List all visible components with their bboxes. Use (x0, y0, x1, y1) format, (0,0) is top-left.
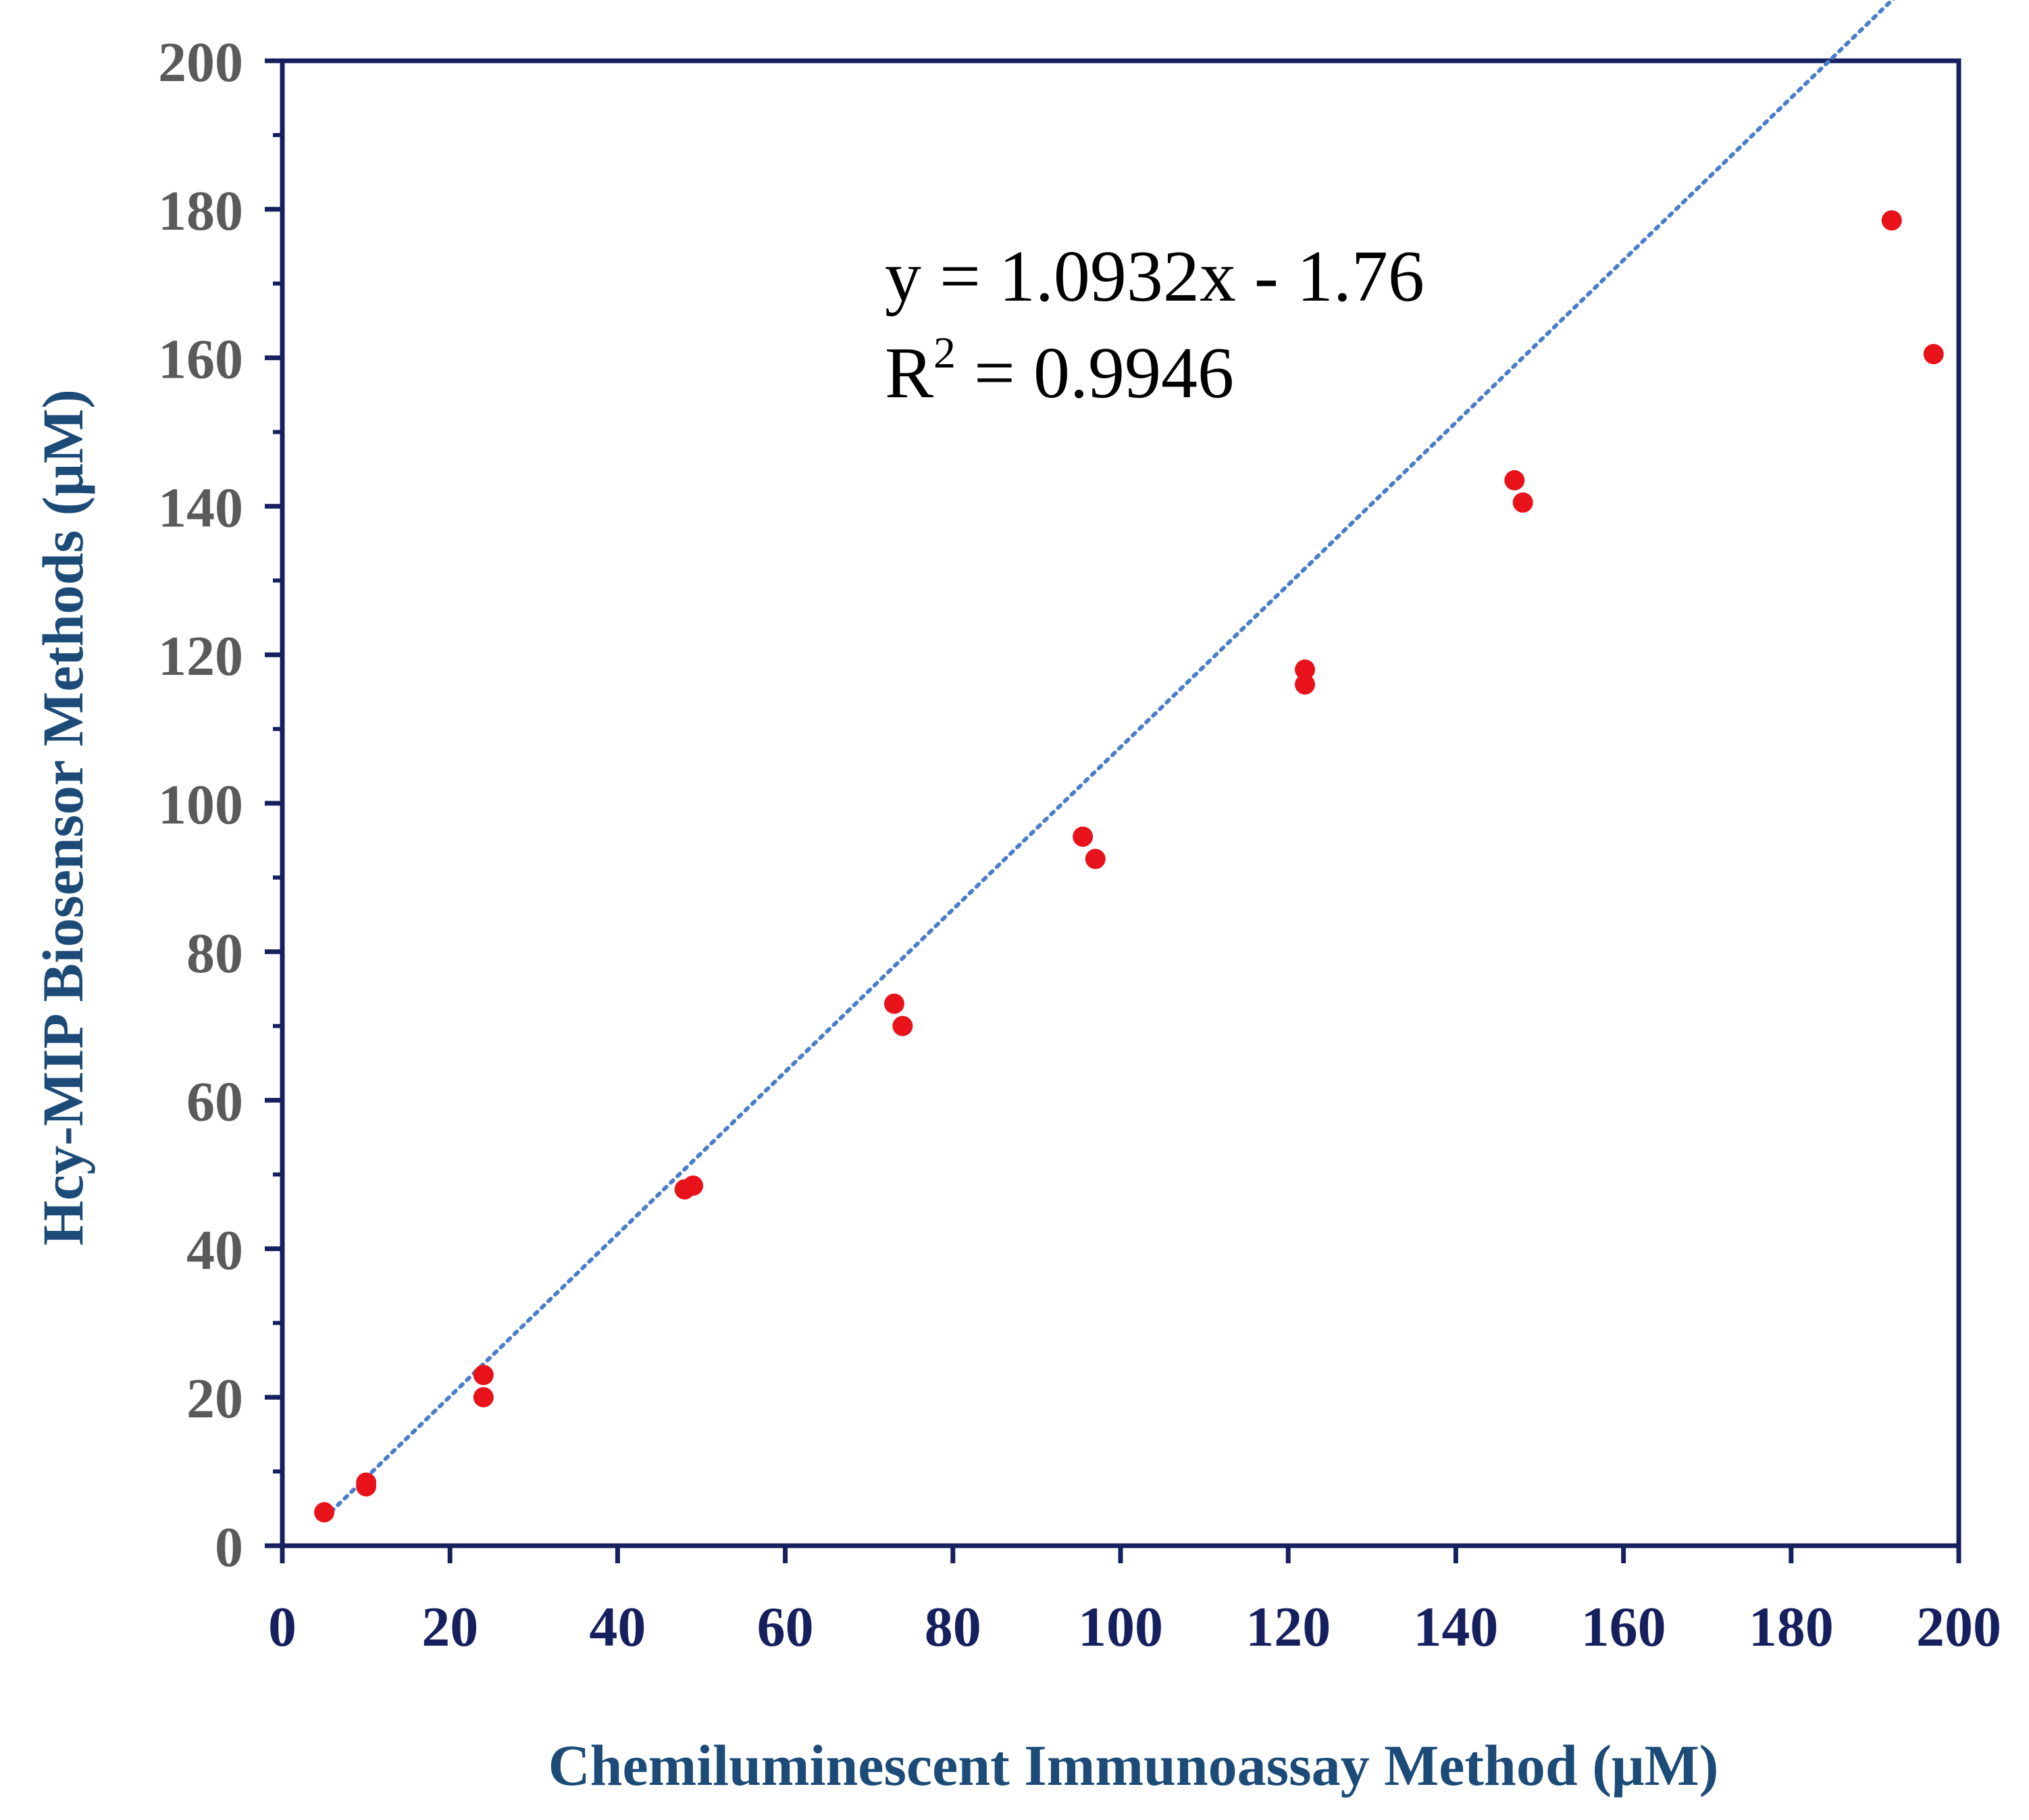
x-tick-labels: 0 20 40 60 80 100 120 140 160 180 200 (268, 1596, 2001, 1659)
r-squared-label: R2 = 0.9946 (885, 328, 1234, 413)
y-axis-title: Hcy-MIP Biosensor Methods (μM) (30, 389, 95, 1246)
r-squared-superscript: 2 (933, 328, 956, 378)
data-point (1295, 659, 1316, 680)
data-point (356, 1472, 377, 1493)
x-tick-label: 180 (1749, 1596, 1834, 1659)
data-point (1923, 344, 1944, 365)
y-tick-labels: 0 20 40 60 80 100 120 140 160 180 200 (158, 31, 243, 1579)
data-point (892, 1015, 913, 1036)
data-point (1881, 210, 1902, 231)
data-point (314, 1502, 335, 1523)
data-point (473, 1365, 494, 1386)
x-tick-label: 140 (1413, 1596, 1498, 1659)
y-tick-label: 20 (186, 1367, 243, 1430)
regression-equation: y = 1.0932x - 1.76 (885, 236, 1424, 317)
x-tick-label: 80 (925, 1596, 981, 1659)
x-tick-label: 60 (757, 1596, 814, 1659)
tick-marks (265, 58, 1961, 1563)
data-point (473, 1387, 494, 1408)
data-point (1295, 674, 1316, 695)
x-tick-label: 200 (1916, 1596, 2001, 1659)
y-tick-label: 80 (186, 922, 243, 985)
x-tick-label: 120 (1245, 1596, 1331, 1659)
y-tick-label: 0 (215, 1516, 243, 1579)
x-tick-label: 0 (268, 1596, 297, 1659)
x-axis-title: Chemiluminescent Immunoassay Method (μM) (548, 1733, 1719, 1798)
trendline-group (322, 0, 1895, 1521)
x-tick-label: 40 (589, 1596, 646, 1659)
linear-trendline (322, 0, 1895, 1521)
data-point (683, 1175, 704, 1196)
data-points (314, 210, 1944, 1523)
data-point (1073, 826, 1094, 847)
data-point (1085, 849, 1106, 869)
y-tick-label: 40 (186, 1219, 243, 1282)
x-tick-label: 20 (421, 1596, 478, 1659)
data-point (1504, 470, 1525, 490)
r-squared-r: R (885, 333, 933, 413)
y-tick-label: 180 (158, 180, 243, 243)
y-tick-label: 120 (158, 625, 243, 688)
y-tick-label: 140 (158, 476, 243, 539)
y-tick-label: 160 (158, 328, 243, 391)
y-tick-label: 60 (186, 1071, 243, 1134)
r-squared-value: = 0.9946 (956, 333, 1234, 413)
data-point (883, 993, 904, 1014)
x-tick-label: 160 (1581, 1596, 1666, 1659)
y-tick-label: 100 (158, 774, 243, 836)
x-tick-label: 100 (1078, 1596, 1163, 1659)
data-point (1512, 492, 1533, 513)
y-tick-label: 200 (158, 31, 243, 94)
